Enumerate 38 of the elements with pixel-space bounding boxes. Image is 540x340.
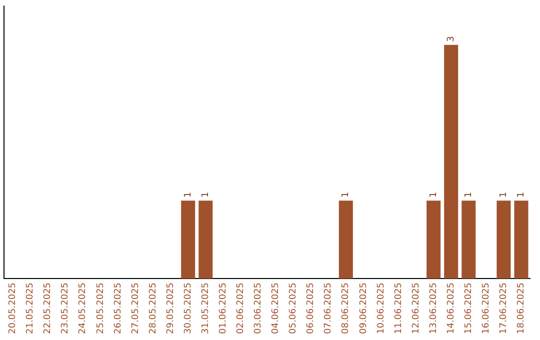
x-tick-label: 15.06.2025: [464, 282, 474, 334]
data-label: 1: [200, 192, 211, 198]
x-tick-label: 05.06.2025: [288, 282, 299, 334]
x-tick-label: 21.05.2025: [26, 282, 36, 334]
x-tick-label: 20.05.2025: [8, 282, 18, 334]
x-tick-label: 24.05.2025: [78, 282, 88, 334]
data-label: 1: [464, 192, 474, 198]
data-label: 1: [341, 192, 352, 198]
data-label: 3: [446, 36, 456, 42]
x-tick-label: 26.05.2025: [113, 282, 124, 334]
x-tick-label: 08.06.2025: [341, 282, 352, 334]
x-tick-label: 31.05.2025: [200, 282, 211, 334]
x-tick-label: 10.06.2025: [376, 282, 386, 334]
x-tick-label: 01.06.2025: [218, 282, 229, 334]
x-tick-label: 06.06.2025: [306, 282, 316, 334]
x-tick-label: 17.06.2025: [499, 282, 510, 334]
x-tick-label: 14.06.2025: [446, 282, 456, 334]
x-tick-label: 30.05.2025: [183, 282, 194, 334]
data-label: 1: [428, 192, 439, 198]
x-tick-label: 07.06.2025: [324, 282, 334, 334]
x-tick-label: 28.05.2025: [148, 282, 158, 334]
x-tick-label: 22.05.2025: [43, 282, 54, 334]
x-tick-label: 23.05.2025: [60, 282, 71, 334]
x-tick-label: 16.06.2025: [482, 282, 492, 334]
x-tick-label: 13.06.2025: [428, 282, 439, 334]
x-tick-label: 03.06.2025: [254, 282, 264, 334]
data-label: 1: [499, 192, 510, 198]
data-label: 1: [183, 192, 194, 198]
x-tick-label: 25.05.2025: [96, 282, 106, 334]
x-tick-label: 04.06.2025: [271, 282, 282, 334]
data-label: 1: [516, 192, 527, 198]
x-tick-label: 27.05.2025: [130, 282, 141, 334]
x-tick-label: 09.06.2025: [358, 282, 369, 334]
x-tick-label: 02.06.2025: [236, 282, 246, 334]
x-tick-label: 12.06.2025: [411, 282, 422, 334]
x-tick-label: 11.06.2025: [394, 282, 404, 334]
x-tick-label: 18.06.2025: [516, 282, 527, 334]
x-tick-label: 29.05.2025: [166, 282, 176, 334]
